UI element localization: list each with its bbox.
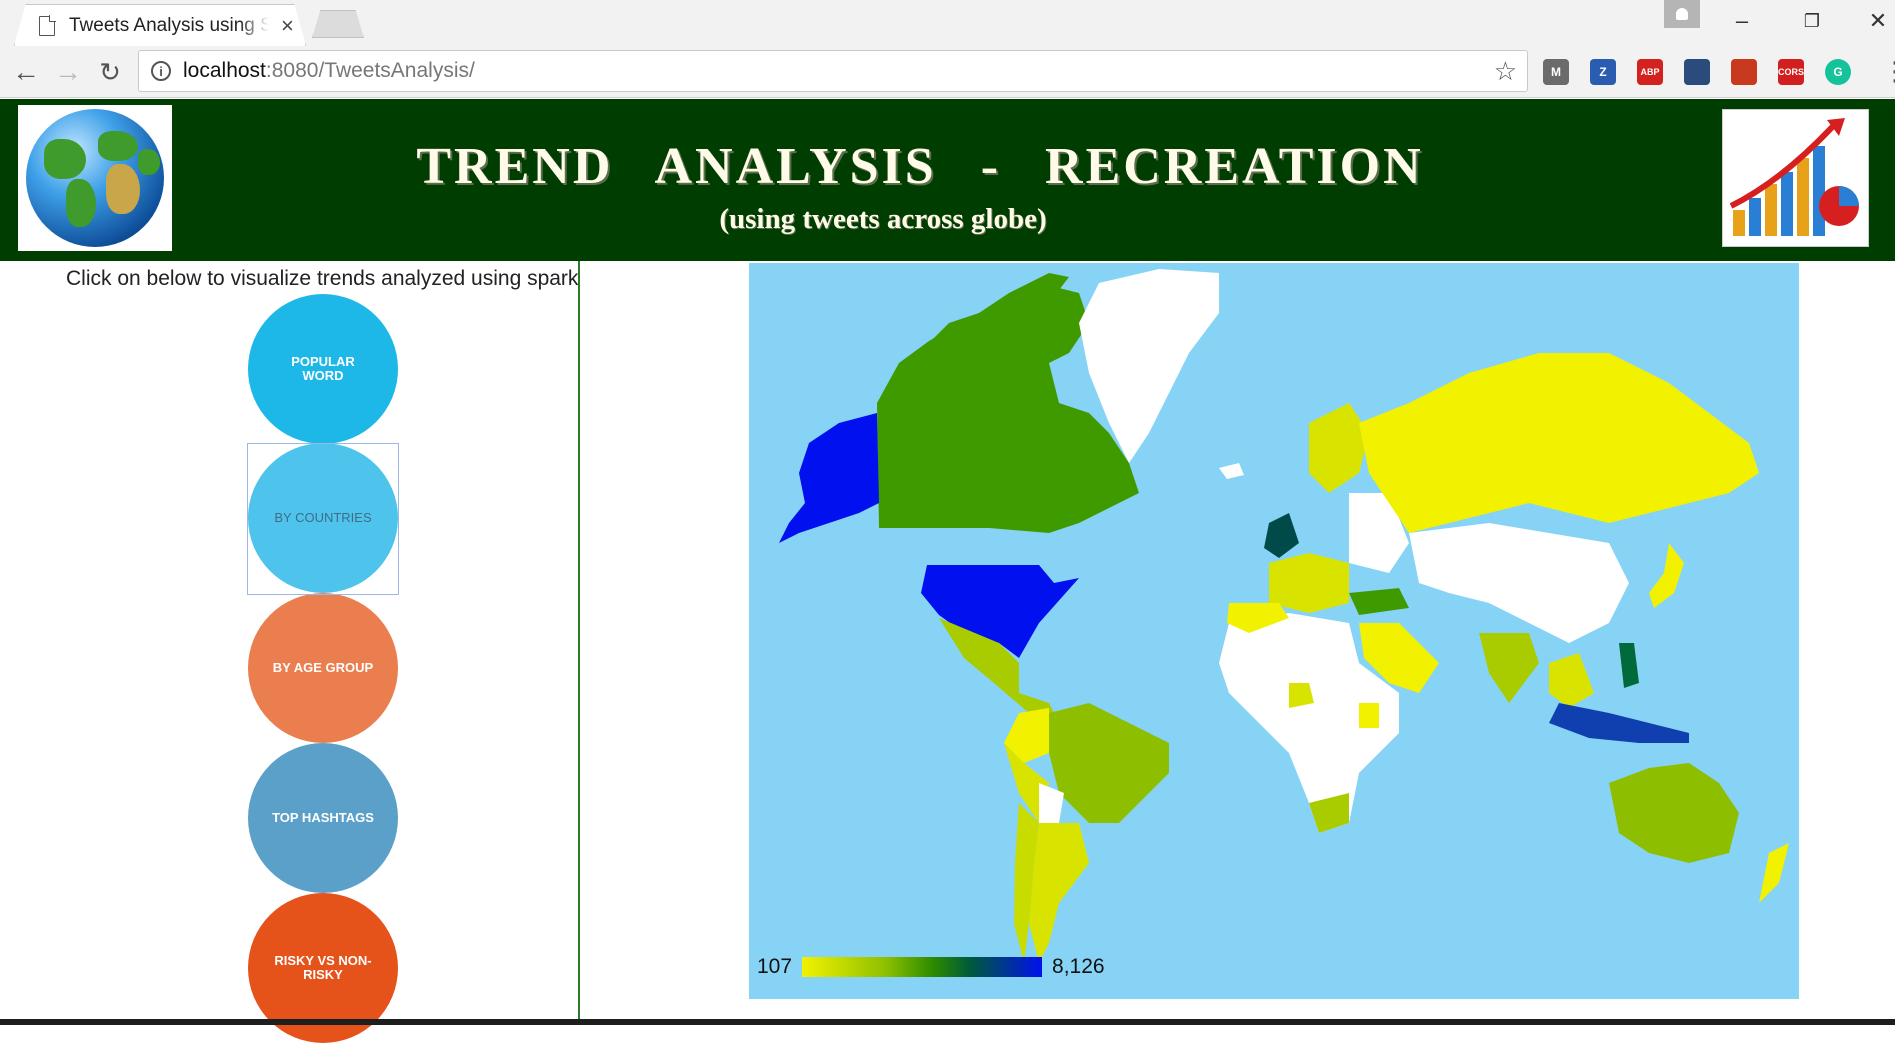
region-mexico <box>939 618 1059 723</box>
popular-word-button[interactable]: POPULAR WORD <box>248 294 398 444</box>
region-arabia <box>1359 623 1439 693</box>
by-countries-button[interactable]: BY COUNTRIES <box>248 443 398 593</box>
page-icon <box>39 14 56 36</box>
region-australia <box>1609 763 1739 863</box>
browser-toolbar: ← → ↻ i localhost:8080/TweetsAnalysis/ ☆… <box>0 46 1895 98</box>
minimize-button[interactable]: – <box>1735 8 1749 33</box>
bookmark-star-icon[interactable]: ☆ <box>1493 56 1517 86</box>
region-india <box>1479 633 1539 703</box>
region-chile <box>1014 803 1039 963</box>
region-africa <box>1219 613 1399 833</box>
growth-chart-icon <box>1729 118 1859 236</box>
region-greenland <box>1079 269 1219 463</box>
extension-bookmark-icon[interactable] <box>1731 59 1757 85</box>
world-map[interactable]: 107 8,126 <box>749 263 1799 999</box>
region-south-africa <box>1309 793 1349 833</box>
region-usa <box>921 565 1079 658</box>
region-western-europe <box>1269 553 1349 613</box>
tab-close-icon[interactable]: × <box>281 12 294 38</box>
extension-m-icon[interactable]: M <box>1543 59 1569 85</box>
chart-logo <box>1722 109 1869 247</box>
region-southeast-asia <box>1549 653 1594 708</box>
region-iceland <box>1219 463 1244 479</box>
region-nigeria <box>1289 683 1314 708</box>
focus-outline <box>247 443 399 595</box>
region-philippines <box>1619 643 1639 688</box>
legend-color-scale <box>802 957 1043 977</box>
region-bolivia <box>1039 783 1064 823</box>
url-path: :8080/TweetsAnalysis/ <box>265 59 475 82</box>
address-bar[interactable]: i localhost:8080/TweetsAnalysis/ ☆ <box>138 50 1528 92</box>
top-hashtags-button[interactable]: TOP HASHTAGS <box>248 743 398 893</box>
extension-cors-icon[interactable]: CORS <box>1778 59 1804 85</box>
browser-menu-icon[interactable]: ⋮ <box>1882 56 1895 86</box>
profile-icon[interactable] <box>1664 0 1700 28</box>
region-alaska <box>779 413 879 543</box>
site-header: TREND ANALYSIS - RECREATION (using tweet… <box>0 99 1895 261</box>
browser-tab-bar: Tweets Analysis using Spark × – ❐ ✕ <box>0 0 1895 46</box>
region-japan <box>1649 543 1684 608</box>
globe-icon <box>26 109 164 247</box>
region-scandinavia <box>1309 403 1369 493</box>
back-button[interactable]: ← <box>12 56 40 87</box>
url-host: localhost <box>183 59 266 82</box>
region-colombia <box>1004 708 1049 763</box>
page-title: TREND ANALYSIS - RECREATION <box>416 138 1424 195</box>
restore-button[interactable]: ❐ <box>1803 10 1821 31</box>
region-indonesia <box>1549 703 1689 743</box>
region-russia <box>1359 353 1759 533</box>
region-uk <box>1264 513 1299 558</box>
legend-max-value: 8,126 <box>1052 955 1105 978</box>
close-window-button[interactable]: ✕ <box>1868 8 1888 33</box>
page-subtitle: (using tweets across globe) <box>719 203 1047 235</box>
new-tab-button[interactable] <box>312 10 364 38</box>
region-canada-islands <box>929 273 1069 359</box>
region-central-asia <box>1409 523 1629 643</box>
os-taskbar <box>0 1019 1895 1025</box>
instruction-text: Click on below to visualize trends analy… <box>66 267 579 290</box>
region-peru <box>1004 743 1049 823</box>
geo-chart[interactable] <box>749 263 1799 999</box>
extension-shield-icon[interactable] <box>1684 59 1710 85</box>
region-north-africa <box>1227 603 1289 633</box>
region-kenya <box>1359 703 1379 728</box>
globe-logo <box>18 105 172 251</box>
extension-grammarly-icon[interactable]: G <box>1825 59 1851 85</box>
map-legend: 107 8,126 <box>757 955 1105 979</box>
info-icon[interactable]: i <box>151 61 171 81</box>
extension-abp-icon[interactable]: ABP <box>1637 59 1663 85</box>
browser-tab[interactable]: Tweets Analysis using Spark × <box>14 4 306 46</box>
region-new-zealand <box>1759 843 1789 903</box>
legend-min-value: 107 <box>757 955 793 978</box>
tab-title: Tweets Analysis using Spark <box>69 14 269 36</box>
region-turkey <box>1349 588 1409 615</box>
region-argentina <box>1029 823 1089 963</box>
extension-z-icon[interactable]: Z <box>1590 59 1616 85</box>
navigation-panel: Click on below to visualize trends analy… <box>0 261 580 1043</box>
reload-button[interactable]: ↻ <box>99 56 121 87</box>
by-age-group-button[interactable]: BY AGE GROUP <box>248 593 398 743</box>
region-brazil <box>1049 703 1169 823</box>
forward-button[interactable]: → <box>54 56 82 87</box>
region-eastern-europe <box>1349 493 1409 573</box>
risky-vs-non-risky-button[interactable]: RISKY VS NON-RISKY <box>248 893 398 1043</box>
